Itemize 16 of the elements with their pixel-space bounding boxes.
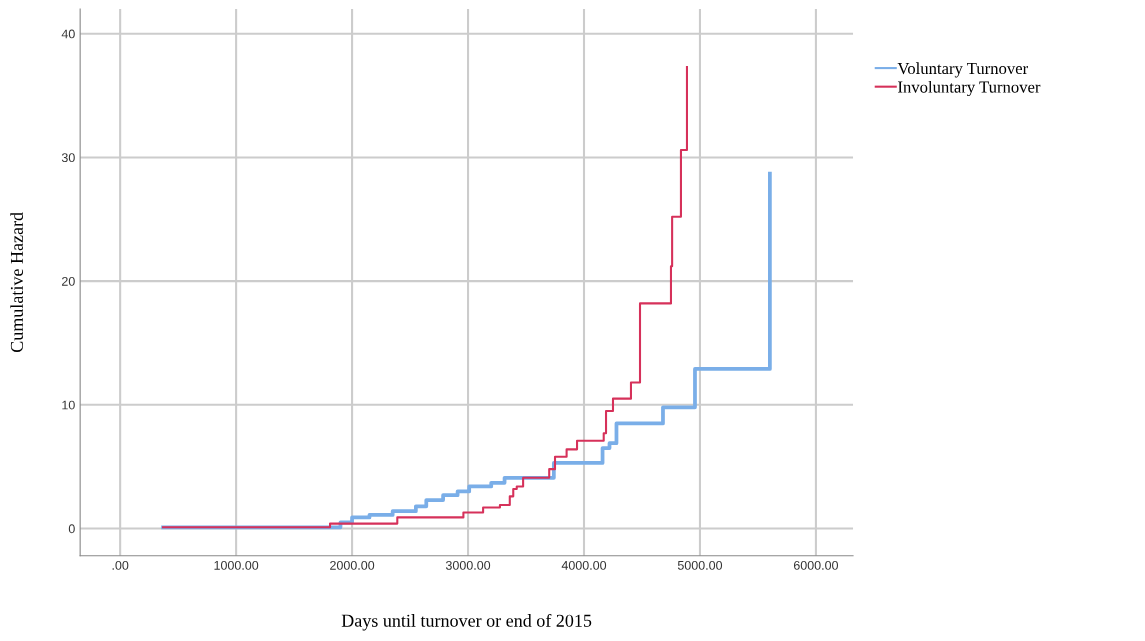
y-tick-label: 30 (61, 153, 75, 163)
x-tick-label: 4000.00 (561, 560, 607, 570)
y-tick-label: 40 (61, 29, 75, 39)
x-tick-label: .00 (112, 560, 129, 570)
legend-label: Involuntary Turnover (898, 80, 1041, 97)
x-tick-label: 3000.00 (445, 560, 491, 570)
x-axis-title: Days until turnover or end of 2015 (341, 613, 592, 631)
x-tick-label: 6000.00 (793, 560, 839, 570)
y-tick-label: 20 (62, 276, 75, 286)
legend-label: Voluntary Turnover (897, 62, 1029, 78)
x-tick-label: 2000.00 (330, 560, 375, 570)
y-tick-label: 10 (62, 400, 75, 410)
y-tick-label: 0 (68, 524, 75, 534)
x-tick-label: 1000.00 (214, 560, 259, 570)
x-tick-label: 5000.00 (677, 560, 723, 570)
y-axis-title: Cumulative Hazard (10, 212, 23, 353)
